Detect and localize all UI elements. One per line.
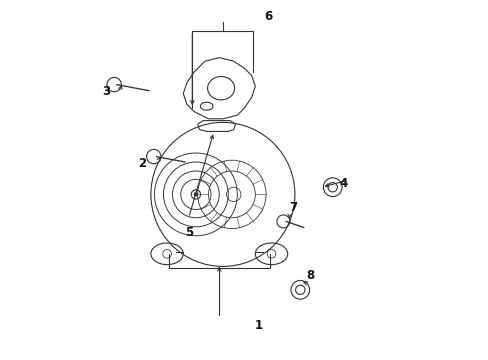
Text: 7: 7 (288, 201, 297, 213)
Text: 2: 2 (138, 157, 145, 170)
Text: 3: 3 (102, 85, 110, 98)
Text: 1: 1 (254, 319, 263, 332)
Circle shape (194, 193, 197, 196)
Text: 4: 4 (339, 177, 347, 190)
Text: 5: 5 (184, 226, 192, 239)
Text: 8: 8 (305, 269, 314, 282)
Text: 6: 6 (263, 10, 271, 23)
